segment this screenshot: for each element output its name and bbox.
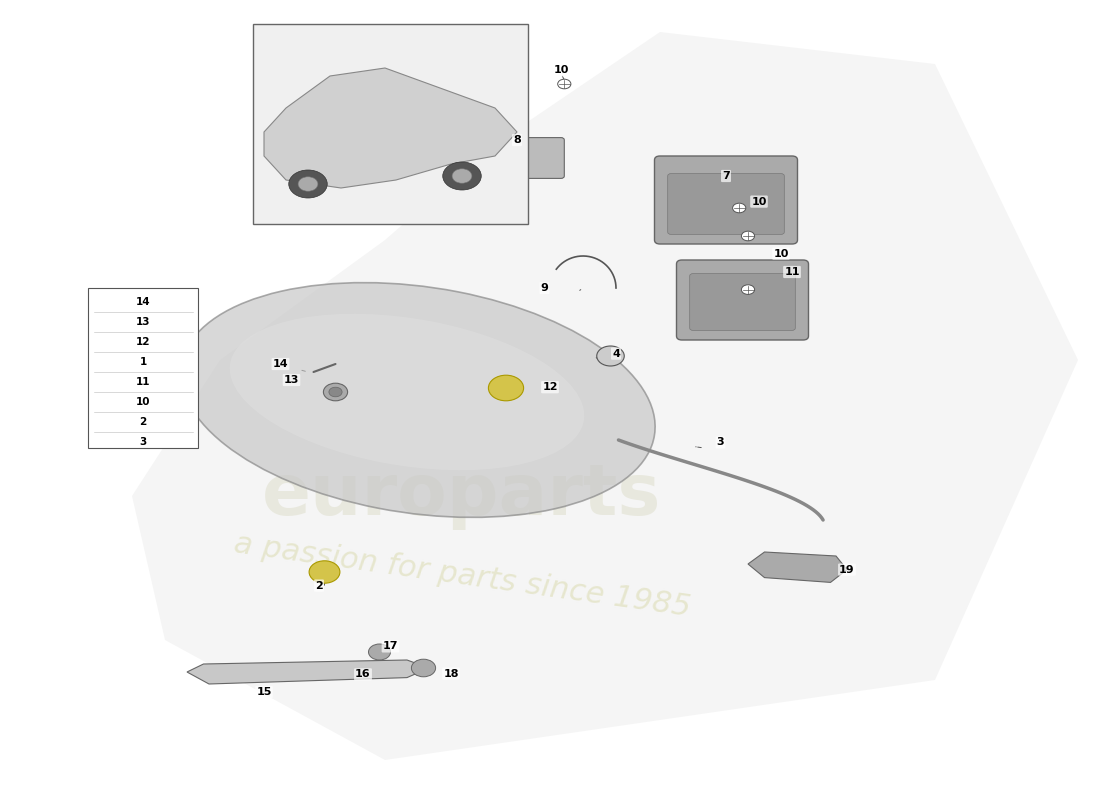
Ellipse shape xyxy=(298,177,318,191)
Text: 10: 10 xyxy=(773,249,789,258)
Text: 11: 11 xyxy=(135,377,151,387)
Text: 11: 11 xyxy=(784,267,800,277)
Text: 7: 7 xyxy=(722,171,730,181)
FancyBboxPatch shape xyxy=(668,174,784,234)
Text: 3: 3 xyxy=(717,438,724,447)
Text: 10: 10 xyxy=(553,66,569,75)
Ellipse shape xyxy=(411,659,436,677)
Text: 18: 18 xyxy=(443,669,459,678)
Text: 13: 13 xyxy=(284,375,299,385)
FancyBboxPatch shape xyxy=(676,260,808,340)
Ellipse shape xyxy=(289,170,328,198)
Ellipse shape xyxy=(442,162,482,190)
Text: 17: 17 xyxy=(383,642,398,651)
Text: 9: 9 xyxy=(540,283,549,293)
Ellipse shape xyxy=(741,285,755,294)
Ellipse shape xyxy=(741,231,755,241)
Text: 1: 1 xyxy=(140,357,146,367)
Text: a passion for parts since 1985: a passion for parts since 1985 xyxy=(232,530,692,622)
Text: 16: 16 xyxy=(355,670,371,679)
Text: 10: 10 xyxy=(135,397,151,407)
Text: 14: 14 xyxy=(135,297,151,307)
Polygon shape xyxy=(187,660,429,684)
Ellipse shape xyxy=(180,282,656,518)
Ellipse shape xyxy=(596,346,625,366)
Text: 19: 19 xyxy=(839,565,855,574)
Text: 2: 2 xyxy=(140,417,146,427)
Ellipse shape xyxy=(488,375,524,401)
Ellipse shape xyxy=(309,561,340,583)
Ellipse shape xyxy=(452,169,472,183)
Text: 12: 12 xyxy=(135,337,151,347)
FancyBboxPatch shape xyxy=(481,138,564,178)
Bar xyxy=(88,288,198,448)
FancyBboxPatch shape xyxy=(654,156,798,244)
Ellipse shape xyxy=(733,203,746,213)
Ellipse shape xyxy=(368,644,390,660)
Polygon shape xyxy=(132,32,1078,760)
Text: 12: 12 xyxy=(542,382,558,392)
Text: 10: 10 xyxy=(751,197,767,206)
Ellipse shape xyxy=(329,387,342,397)
Text: 4: 4 xyxy=(612,349,620,358)
Polygon shape xyxy=(748,552,847,582)
FancyBboxPatch shape xyxy=(690,274,795,330)
Text: 3: 3 xyxy=(140,437,146,447)
Text: europarts: europarts xyxy=(262,462,662,530)
Text: 2: 2 xyxy=(315,581,323,590)
Ellipse shape xyxy=(230,314,584,470)
Ellipse shape xyxy=(558,79,571,89)
Text: 14: 14 xyxy=(273,359,288,369)
Ellipse shape xyxy=(323,383,348,401)
Bar xyxy=(253,24,528,224)
Text: 13: 13 xyxy=(135,317,151,327)
Text: 8: 8 xyxy=(513,135,521,145)
Text: 15: 15 xyxy=(256,687,272,697)
Polygon shape xyxy=(264,68,517,188)
